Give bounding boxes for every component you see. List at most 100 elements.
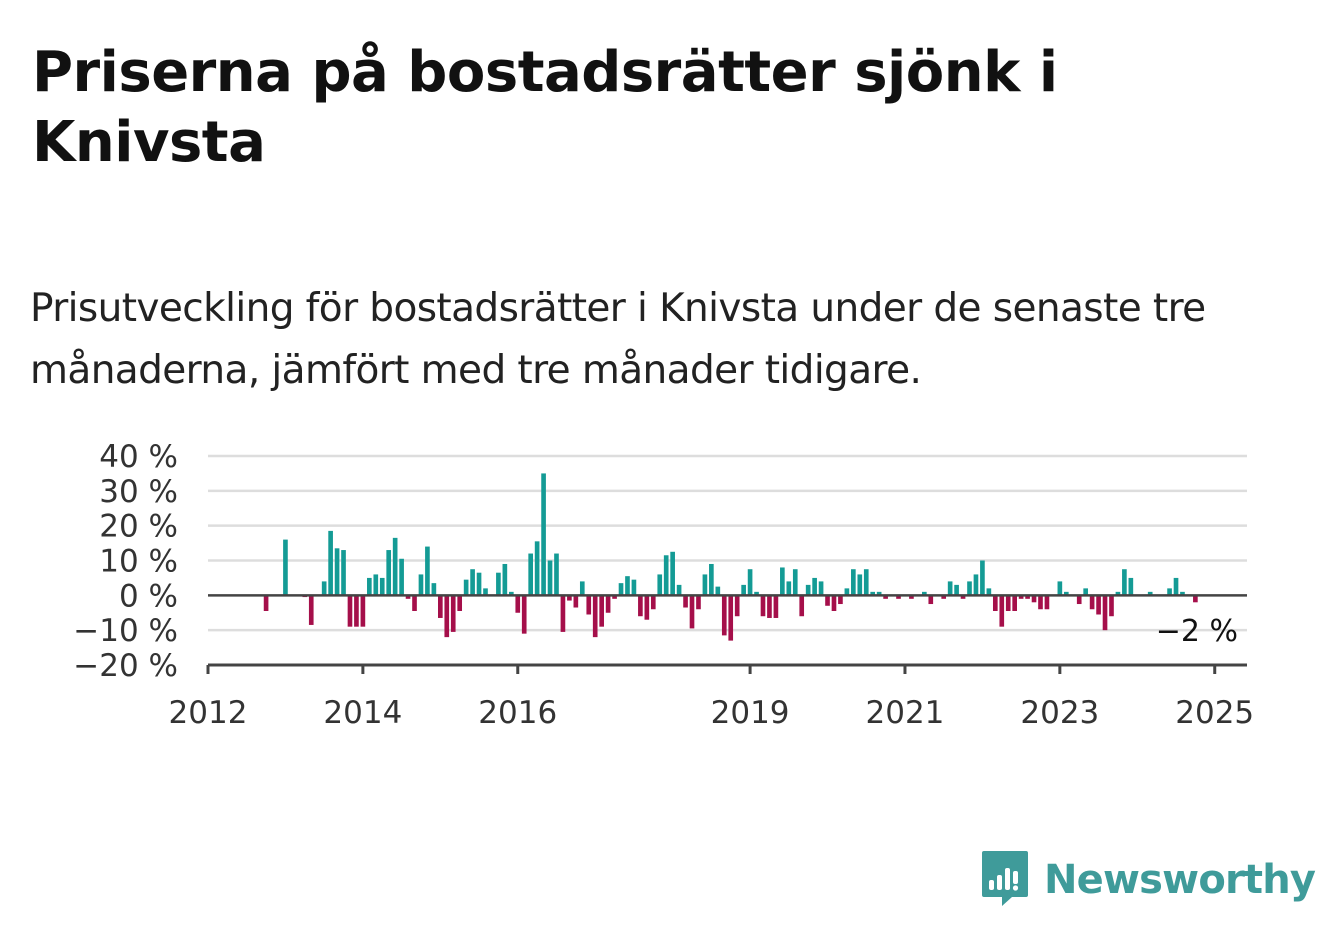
bar bbox=[541, 473, 546, 596]
bar bbox=[521, 595, 527, 634]
bar bbox=[741, 584, 746, 596]
bar bbox=[909, 595, 914, 599]
bar bbox=[844, 588, 850, 596]
y-tick-label: 10 % bbox=[99, 544, 178, 580]
bar bbox=[392, 537, 398, 596]
newsworthy-logo: Newsworthy bbox=[980, 849, 1316, 911]
bar bbox=[360, 595, 366, 627]
bar bbox=[941, 595, 947, 599]
bar bbox=[863, 569, 869, 596]
bar bbox=[870, 591, 876, 596]
bar bbox=[502, 563, 508, 596]
bar bbox=[721, 595, 727, 636]
bar bbox=[960, 595, 966, 599]
y-tick-label: 20 % bbox=[99, 509, 178, 545]
bar bbox=[767, 595, 772, 618]
bar bbox=[857, 574, 863, 596]
bar bbox=[663, 555, 669, 596]
bar bbox=[605, 595, 611, 613]
bar bbox=[1115, 591, 1121, 596]
chart-subtitle: Prisutveckling för bostadsrätter i Knivs… bbox=[30, 286, 1206, 393]
bar bbox=[947, 581, 953, 596]
bar bbox=[463, 579, 469, 596]
bar bbox=[405, 595, 411, 599]
bar bbox=[773, 595, 779, 618]
y-axis-labels: 40 %30 %20 %10 %0 %−10 %−20 % bbox=[73, 439, 178, 684]
bar bbox=[592, 595, 598, 638]
bar bbox=[851, 569, 856, 596]
bar bbox=[1167, 588, 1172, 596]
newsworthy-logo-text: Newsworthy bbox=[1044, 857, 1316, 903]
y-tick-label: −10 % bbox=[73, 613, 178, 649]
y-tick-label: 30 % bbox=[99, 474, 178, 510]
bar bbox=[760, 595, 766, 617]
bar bbox=[450, 595, 456, 632]
bar bbox=[508, 591, 514, 596]
bar bbox=[1031, 595, 1037, 603]
bar bbox=[554, 553, 559, 596]
bar bbox=[1012, 595, 1017, 611]
bar bbox=[1109, 595, 1114, 617]
bar bbox=[999, 595, 1005, 627]
x-tick-label: 2014 bbox=[323, 695, 402, 731]
bar bbox=[1025, 595, 1030, 599]
bar bbox=[567, 595, 572, 601]
bar bbox=[612, 595, 617, 599]
y-tick-label: 0 % bbox=[119, 578, 178, 614]
bar bbox=[283, 539, 288, 596]
x-tick-label: 2025 bbox=[1175, 695, 1254, 731]
bar bbox=[683, 595, 688, 608]
bar bbox=[638, 595, 643, 617]
bar bbox=[457, 595, 463, 611]
bar bbox=[547, 560, 553, 596]
bar bbox=[657, 574, 663, 596]
x-tick-label: 2016 bbox=[478, 695, 557, 731]
bar bbox=[444, 595, 450, 638]
bar bbox=[1076, 595, 1082, 605]
bar bbox=[418, 574, 424, 596]
bar bbox=[954, 584, 959, 596]
bar bbox=[515, 595, 521, 613]
bar bbox=[470, 569, 475, 596]
bar bbox=[1005, 595, 1011, 611]
bar bbox=[818, 581, 824, 596]
bar bbox=[980, 560, 985, 596]
bar bbox=[496, 572, 501, 596]
bar bbox=[579, 581, 585, 596]
newsworthy-logo-icon bbox=[980, 849, 1030, 911]
bar bbox=[831, 595, 837, 611]
bar bbox=[1083, 588, 1088, 596]
bar bbox=[670, 551, 675, 596]
bar bbox=[805, 584, 811, 596]
bar bbox=[586, 595, 592, 615]
bar bbox=[883, 595, 888, 599]
bar bbox=[1038, 595, 1043, 610]
bar bbox=[308, 595, 314, 625]
bar bbox=[799, 595, 805, 617]
x-axis: 2012 2014 2016 2019 2021 2023 2025 bbox=[169, 663, 1254, 731]
bar bbox=[986, 588, 992, 596]
bar bbox=[386, 550, 392, 596]
bar bbox=[838, 595, 843, 605]
bar bbox=[786, 581, 792, 596]
bar bbox=[967, 581, 972, 596]
y-tick-label: −20 % bbox=[73, 648, 178, 684]
bar bbox=[1173, 577, 1179, 596]
bar bbox=[747, 569, 753, 596]
bar bbox=[476, 572, 482, 596]
bar-chart: 40 %30 %20 %10 %0 %−10 %−20 % 2012 2014 20… bbox=[73, 439, 1254, 731]
bar bbox=[1193, 595, 1198, 603]
bar bbox=[1044, 595, 1050, 610]
bar bbox=[328, 530, 333, 596]
end-value-label: −2 % bbox=[1156, 614, 1238, 649]
bar bbox=[689, 595, 695, 629]
bar bbox=[373, 574, 379, 596]
bar bbox=[321, 581, 327, 596]
bar bbox=[560, 595, 566, 632]
x-tick-label: 2019 bbox=[711, 695, 790, 731]
bar bbox=[780, 567, 785, 596]
bar bbox=[599, 595, 604, 627]
bar bbox=[354, 595, 359, 627]
bar bbox=[399, 558, 404, 596]
bar bbox=[696, 595, 701, 610]
